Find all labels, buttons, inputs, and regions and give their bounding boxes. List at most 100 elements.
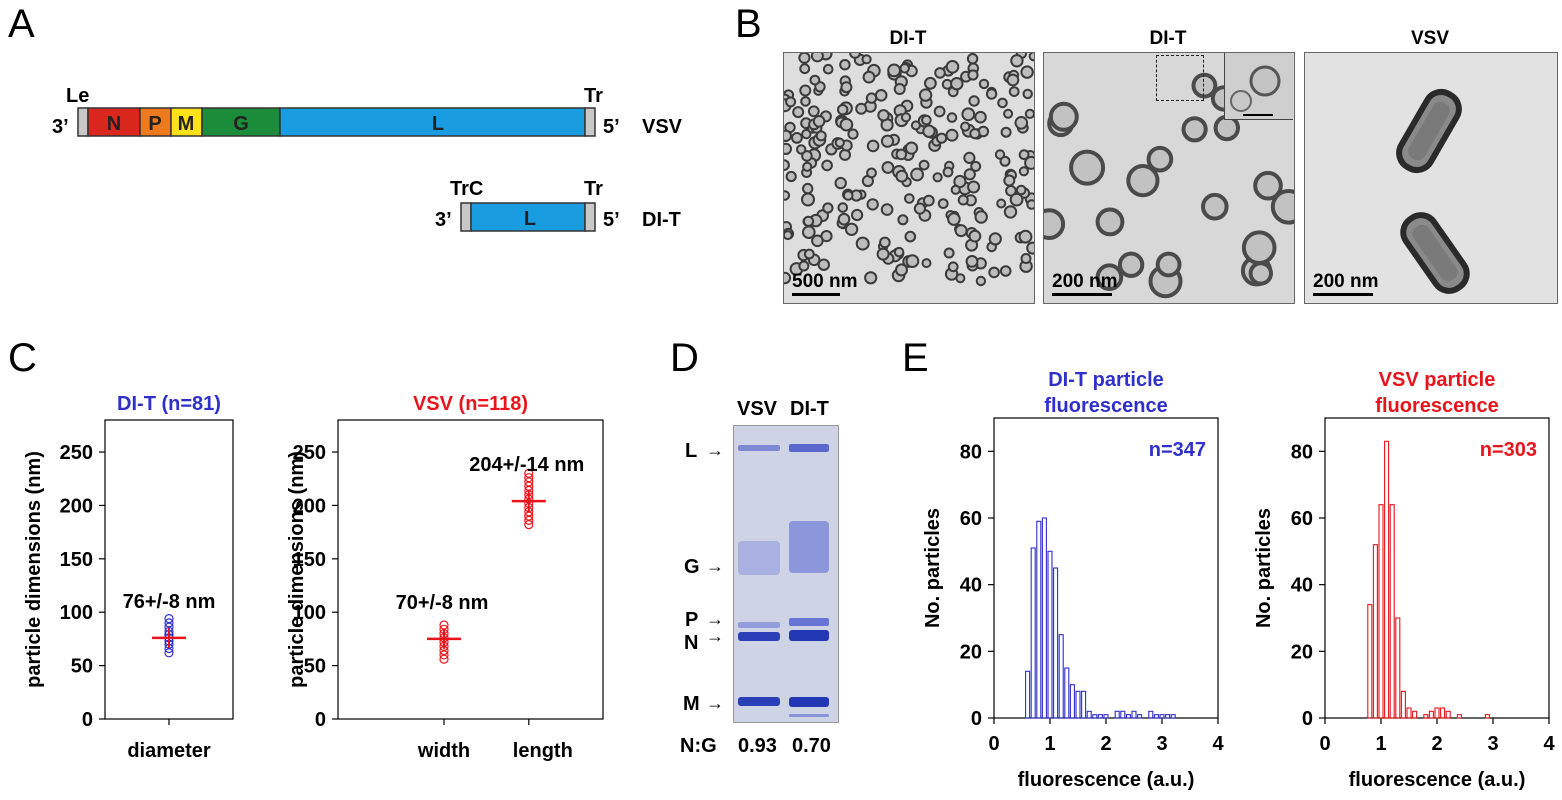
dit-name: DI-T [642, 209, 681, 231]
particle [790, 132, 803, 144]
y-tick-label: 50 [71, 656, 93, 678]
particle [822, 202, 834, 214]
histogram-bar [1081, 690, 1087, 719]
particle [801, 192, 815, 207]
vsv-gene-n [87, 107, 141, 137]
particle [1181, 116, 1208, 143]
particle [966, 53, 979, 65]
particle [785, 170, 797, 183]
particle [963, 168, 976, 181]
particle [840, 81, 853, 94]
particle [932, 172, 943, 183]
histogram-bar [1041, 517, 1047, 719]
y-tick-label: 250 [60, 442, 93, 464]
y-tick-label: 50 [304, 656, 326, 678]
particle [1003, 108, 1014, 119]
particle [817, 258, 830, 271]
histogram-bar [1114, 710, 1120, 719]
band-label-g: G [684, 556, 700, 578]
particle [834, 176, 847, 190]
particle [996, 198, 1007, 209]
particle [837, 104, 849, 116]
ratio-dit: 0.70 [792, 735, 831, 757]
particle [807, 105, 820, 118]
panel-label-d: D [670, 336, 699, 380]
plot-frame [337, 419, 604, 720]
particle [1018, 149, 1030, 161]
particle [1000, 126, 1012, 138]
particle [950, 184, 961, 195]
vsv-3prime: 3’ [52, 116, 69, 138]
x-axis-label: fluorescence (a.u.) [1018, 769, 1195, 791]
particle [994, 149, 1006, 160]
band-arrow-n: → [706, 626, 724, 646]
particle [1010, 54, 1024, 68]
particle [968, 229, 982, 243]
particle [822, 63, 834, 75]
tem-title-3: VSV [1410, 28, 1450, 49]
particle [799, 84, 812, 97]
plot-title: fluorescence [1375, 395, 1498, 417]
histogram-bar [1025, 670, 1031, 719]
scale-bar [1313, 293, 1373, 296]
particle [943, 247, 955, 259]
particle [1126, 164, 1160, 198]
particle [866, 139, 880, 153]
particle [802, 225, 816, 239]
particle [921, 114, 932, 126]
histogram-bar [1148, 710, 1154, 719]
x-tick-label: 0 [1319, 733, 1330, 755]
plot-title: fluorescence [1044, 395, 1167, 417]
y-tick-label: 60 [960, 508, 982, 530]
particle [880, 134, 895, 148]
histogram-bar [1395, 617, 1401, 719]
particle [849, 53, 861, 59]
particle [839, 59, 851, 71]
band-arrow-l: → [706, 440, 724, 460]
particle [842, 190, 854, 201]
particle [933, 105, 946, 118]
y-tick-label: 60 [1291, 508, 1313, 530]
particle [954, 224, 968, 238]
y-axis-label: particle dimensions (nm) [23, 451, 45, 688]
scale-bar [1052, 293, 1112, 296]
particle [974, 110, 987, 124]
particle [895, 263, 908, 277]
particle [924, 76, 937, 90]
particle [800, 96, 811, 107]
x-tick-label: 1 [1044, 733, 1055, 755]
particle [799, 63, 811, 75]
particle [988, 266, 1000, 279]
histogram-bar [1412, 710, 1418, 719]
dit-trc-label: TrC [450, 178, 483, 200]
tem-title-2: DI-T [1149, 28, 1187, 49]
dit-gene-l [470, 202, 586, 232]
y-tick-label: 200 [60, 495, 93, 517]
particle [864, 271, 878, 285]
particle [851, 208, 864, 222]
y-tick-label: 20 [1291, 641, 1313, 663]
particle [866, 198, 879, 211]
band-label-p: P [685, 609, 699, 631]
particle [936, 132, 948, 144]
data-point [524, 468, 534, 478]
particle [784, 142, 792, 155]
particle [881, 161, 895, 174]
particle [965, 255, 979, 268]
band-arrow-m: → [706, 693, 724, 713]
particle [945, 60, 960, 74]
dit-trailer-box [584, 202, 596, 232]
dit-5prime: 5’ [603, 209, 620, 231]
histogram-bar [1069, 684, 1075, 719]
particle [802, 161, 813, 172]
particle [1069, 149, 1106, 186]
particle [862, 70, 876, 84]
x-axis-label: width [417, 740, 470, 762]
plot-frame [104, 419, 234, 720]
x-tick-label: 3 [1156, 733, 1167, 755]
band-label-l: L [685, 440, 698, 462]
histogram-bar [1428, 710, 1434, 719]
tem-image-vsv: 200 nm [1304, 52, 1558, 304]
particle [1155, 251, 1182, 278]
